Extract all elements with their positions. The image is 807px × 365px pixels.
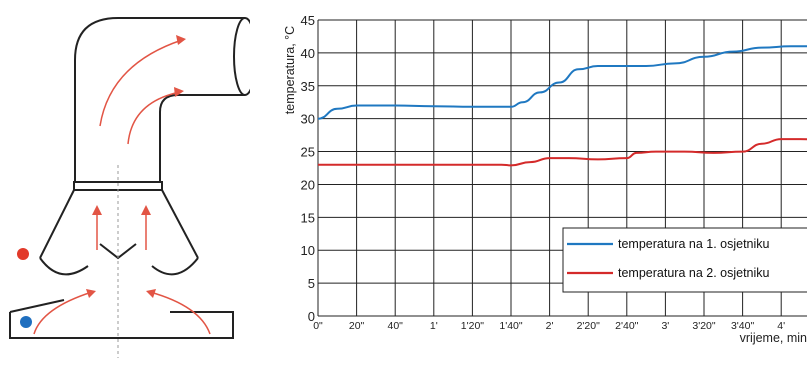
sensor-2-dot <box>20 316 32 328</box>
x-tick-label: 4' <box>777 320 785 332</box>
legend-box <box>562 227 807 293</box>
y-tick-label: 10 <box>301 243 315 258</box>
y-tick-label: 35 <box>301 79 315 94</box>
y-tick-label: 15 <box>301 210 315 225</box>
y-tick-label: 20 <box>301 177 315 192</box>
x-tick-label: 3'40" <box>731 320 755 332</box>
x-tick-label: 1' <box>430 320 438 332</box>
series-line-2 <box>318 138 807 167</box>
y-tick-label: 45 <box>301 13 315 28</box>
arrow-heads <box>86 35 186 298</box>
y-tick-label: 0 <box>308 309 315 324</box>
x-tick-label: 2'40" <box>615 320 639 332</box>
x-axis-label: vrijeme, min <box>740 331 807 345</box>
y-tick-label: 5 <box>308 276 315 291</box>
x-tick-labels: 0" 20" 40" 1' 1'20" 1'40" 2' 2'20" 2'40" 3' 3'20" 3… <box>313 320 785 332</box>
x-tick-label: 1'20" <box>461 320 485 332</box>
x-tick-label: 3' <box>661 320 669 332</box>
series-lines <box>317 45 807 167</box>
legend: temperatura na 1. osjetniku temperatura … <box>562 227 807 293</box>
sensor-1-dot <box>17 248 29 260</box>
y-axis-label: temperatura, °C <box>283 26 297 114</box>
x-tick-label: 1'40" <box>499 320 523 332</box>
x-tick-label: 3'20" <box>692 320 716 332</box>
series-line-1 <box>317 45 807 120</box>
airflow-arrows <box>33 39 211 335</box>
x-tick-label: 2'20" <box>577 320 601 332</box>
x-tick-label: 2' <box>546 320 554 332</box>
y-tick-label: 25 <box>301 145 315 160</box>
x-tick-label: 0" <box>313 320 323 332</box>
y-tick-labels: 0 5 10 15 20 25 30 35 40 45 <box>301 13 315 324</box>
y-tick-label: 30 <box>301 112 315 127</box>
x-tick-label: 20" <box>349 320 365 332</box>
hood-base <box>9 299 234 339</box>
legend-label-2: temperatura na 2. osjetniku <box>618 266 770 280</box>
x-tick-label: 40" <box>387 320 403 332</box>
hood-skirt <box>39 189 199 276</box>
y-tick-label: 40 <box>301 46 315 61</box>
legend-label-1: temperatura na 1. osjetniku <box>618 237 770 251</box>
hood-illustration <box>9 17 250 358</box>
